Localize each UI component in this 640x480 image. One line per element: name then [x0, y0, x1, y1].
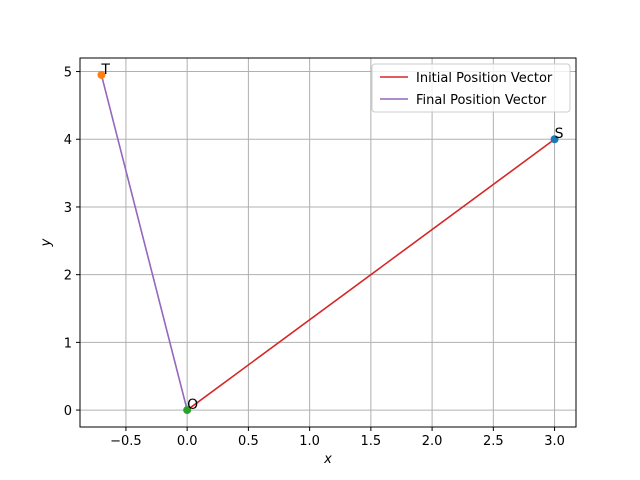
x-tick-label: 1.0 — [299, 434, 320, 449]
legend-entry-label-1: Final Position Vector — [416, 93, 547, 108]
grid — [80, 58, 576, 427]
series-line-1 — [100, 74, 188, 411]
y-axis-label: y — [39, 238, 54, 247]
series-line-0 — [186, 138, 556, 411]
y-tick-label: 5 — [64, 66, 72, 81]
axis-ticks: −0.5 0.0 0.5 1.0 1.5 2.0 2.5 3.0 0 1 2 3 4 5 — [64, 66, 565, 449]
y-tick-label: 2 — [64, 269, 72, 284]
x-tick-label: 2.0 — [422, 434, 443, 449]
x-tick-label: 2.5 — [483, 434, 504, 449]
plot-frame — [79, 57, 577, 428]
x-tick-label: 1.5 — [361, 434, 382, 449]
x-tick-label: −0.5 — [110, 434, 142, 449]
x-axis-label: x — [323, 452, 332, 467]
legend-entry-label-0: Initial Position Vector — [416, 71, 553, 86]
data-points: S T O — [97, 62, 564, 415]
point-label-O: O — [187, 397, 198, 413]
series-lines — [100, 74, 556, 411]
y-tick-label: 3 — [64, 201, 72, 216]
y-tick-label: 1 — [64, 336, 72, 351]
y-tick-label: 0 — [64, 404, 72, 419]
point-label-T: T — [100, 62, 110, 78]
point-marker-T — [97, 70, 106, 79]
y-tick-label: 4 — [64, 133, 72, 148]
x-tick-label: 3.0 — [544, 434, 565, 449]
point-label-S: S — [555, 126, 564, 142]
point-marker-O — [183, 406, 192, 415]
legend-box — [371, 63, 571, 113]
x-tick-label: 0.5 — [238, 434, 259, 449]
x-tick-label: 0.0 — [177, 434, 198, 449]
legend: Initial Position Vector Final Position Ve… — [371, 63, 571, 113]
point-marker-S — [550, 135, 559, 144]
